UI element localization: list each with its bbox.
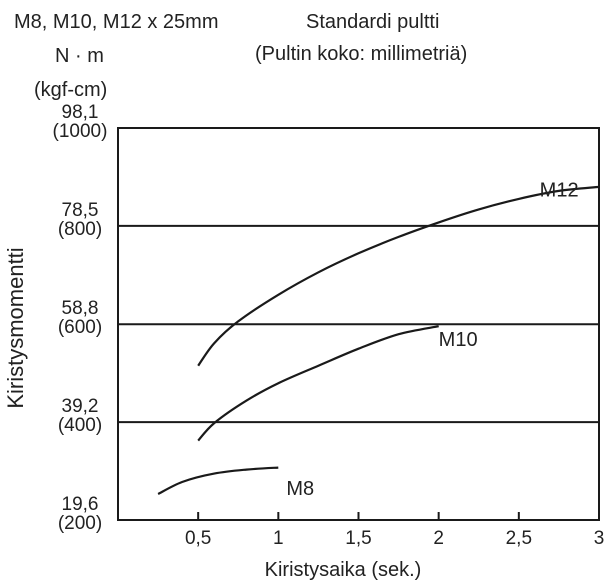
chart-subtitle-2: (Pultin koko: millimetriä) xyxy=(255,43,467,65)
y-axis-title: Kiristysmomentti xyxy=(3,247,28,408)
x-ticks: 0,5 1 1,5 2 2,5 3 xyxy=(185,512,604,549)
y-unit-label-2: (kgf-cm) xyxy=(34,79,107,101)
x-axis-title: Kiristysaika (sek.) xyxy=(265,559,422,581)
y-tick-label: 19,6 xyxy=(62,494,99,515)
x-tick-label: 2,5 xyxy=(506,528,532,549)
x-tick-label: 2 xyxy=(433,528,444,549)
y-tick-label: 58,8 xyxy=(62,298,99,319)
y-tick-label: 78,5 xyxy=(62,200,99,221)
y-tick-label-kgf: (800) xyxy=(58,219,102,240)
series-line-m8 xyxy=(157,466,279,495)
chart-title: M8, M10, M12 x 25mm xyxy=(14,11,219,33)
y-tick-label-kgf: (400) xyxy=(58,415,102,436)
y-tick-label-kgf: (600) xyxy=(58,317,102,338)
x-tick-label: 1 xyxy=(273,528,284,549)
chart-subtitle: Standardi pultti xyxy=(306,11,439,33)
series-group: M8 M10 M12 xyxy=(157,179,600,500)
series-label-m10: M10 xyxy=(439,329,478,351)
series-label-m12: M12 xyxy=(540,179,579,201)
series-line-m10 xyxy=(197,325,439,442)
gridlines xyxy=(118,224,599,424)
y-tick-label: 39,2 xyxy=(62,396,99,417)
series-line-m12 xyxy=(197,185,600,367)
x-tick-label: 0,5 xyxy=(185,528,211,549)
y-unit-label: N · m xyxy=(55,45,104,67)
y-tick-label: 98,1 xyxy=(62,102,99,123)
x-tick-label: 1,5 xyxy=(345,528,371,549)
y-ticks: 19,6(200) 39,2(400) 58,8(600) 78,5(800) 98,1… xyxy=(53,102,108,534)
x-tick-label: 3 xyxy=(594,528,605,549)
y-tick-label-kgf: (1000) xyxy=(53,121,108,142)
y-tick-label-kgf: (200) xyxy=(58,513,102,534)
series-label-m8: M8 xyxy=(286,478,314,500)
